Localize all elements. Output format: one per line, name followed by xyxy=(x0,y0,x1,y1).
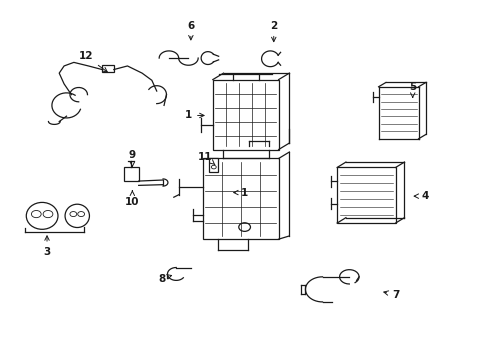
Circle shape xyxy=(70,212,77,217)
Text: 3: 3 xyxy=(43,236,51,257)
Bar xyxy=(102,65,114,72)
Text: 5: 5 xyxy=(408,82,415,98)
Ellipse shape xyxy=(26,202,58,229)
Ellipse shape xyxy=(65,204,89,228)
Circle shape xyxy=(211,165,216,169)
Text: 6: 6 xyxy=(187,21,194,40)
Bar xyxy=(209,158,218,172)
Circle shape xyxy=(238,223,250,231)
Text: 2: 2 xyxy=(269,21,277,42)
Text: 1: 1 xyxy=(184,111,203,121)
Circle shape xyxy=(31,211,41,218)
Text: 8: 8 xyxy=(158,274,171,284)
Text: 1: 1 xyxy=(233,188,247,198)
Bar xyxy=(203,158,278,239)
Bar xyxy=(336,167,395,223)
Circle shape xyxy=(78,212,84,217)
Text: 12: 12 xyxy=(79,51,107,72)
Circle shape xyxy=(43,211,53,218)
Text: 11: 11 xyxy=(198,152,214,165)
Text: 9: 9 xyxy=(128,150,136,166)
Text: 4: 4 xyxy=(413,191,427,201)
Bar xyxy=(124,167,139,181)
Bar xyxy=(212,80,278,149)
Text: 10: 10 xyxy=(125,191,139,207)
Text: 7: 7 xyxy=(383,290,399,300)
